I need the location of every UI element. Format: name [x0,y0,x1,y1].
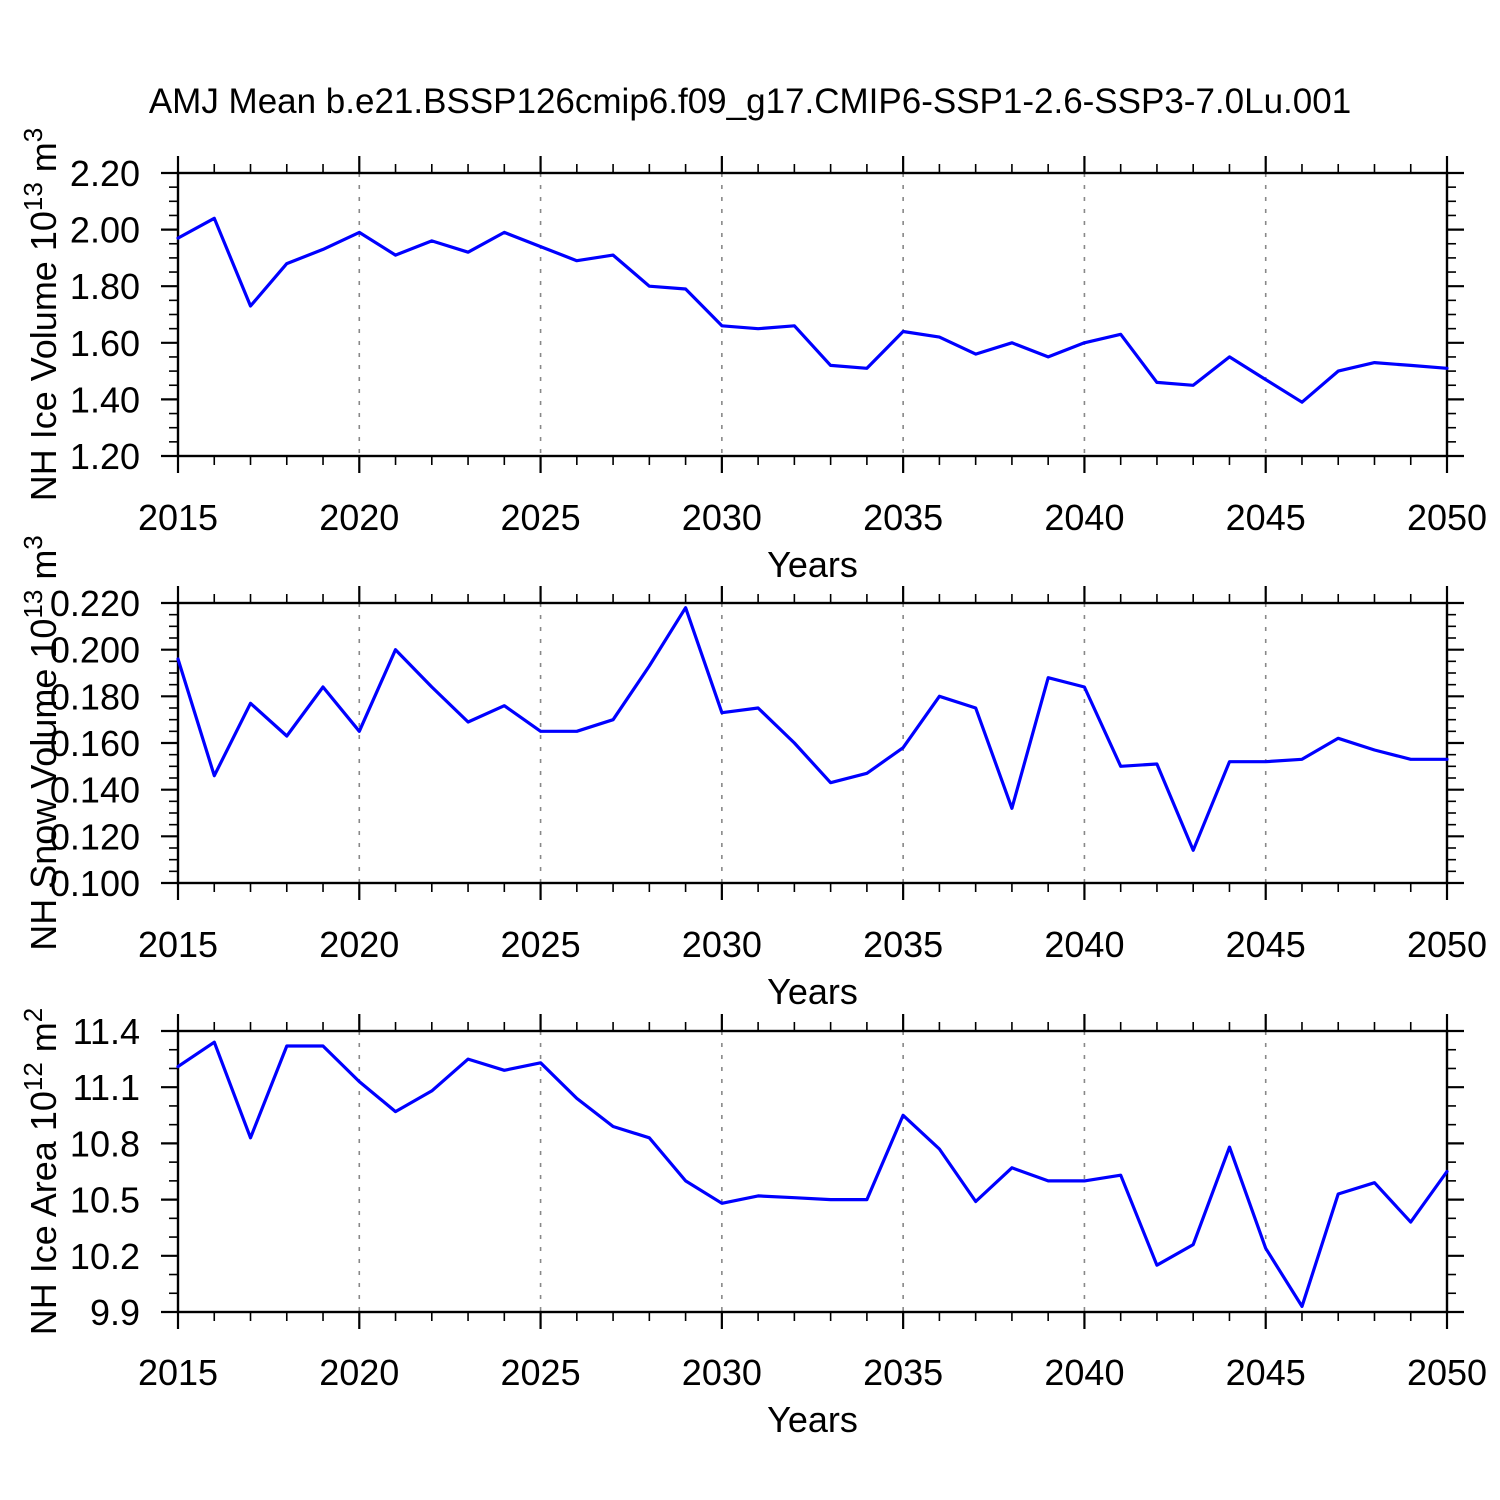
panel-nh-snow-volume: 2015 2020 2025 2030 2035 2040 2045 2050 0.100 0.1… [18,535,1487,1012]
axis-frame [176,1029,1449,1314]
x-tick-label: 2045 [1226,1352,1306,1393]
y-tick-label: 0.180 [50,676,140,717]
axis-frame [176,171,1449,458]
y-axis-title: NH Snow Volume 1013 m3 [18,535,64,951]
panel-nh-ice-area: 2015 2020 2025 2030 2035 2040 2045 2050 9.9 10.2 1… [18,1008,1487,1440]
data-line-nh-ice-area [176,1040,1449,1309]
y-axis-title: NH Ice Volume 1013 m3 [18,128,64,502]
axis-frame [176,601,1449,885]
data-line-nh-snow-volume [176,606,1449,852]
y-tick-label: 0.120 [50,816,140,857]
y-tick-label: 9.9 [90,1292,140,1333]
x-tick-label: 2020 [319,497,399,538]
x-tick-label: 2045 [1226,924,1306,965]
x-tick-label: 2020 [319,924,399,965]
data-line-nh-ice-volume [176,216,1449,404]
y-axis-title: NH Ice Area 1012 m2 [18,1008,64,1336]
y-tick-label: 0.160 [50,723,140,764]
y-tick-label: 1.60 [70,323,140,364]
y-tick-label: 0.100 [50,863,140,904]
x-axis-title: Years [767,1399,858,1440]
x-tick-label: 2015 [138,497,218,538]
x-tick-label: 2040 [1044,924,1124,965]
y-tick-label: 1.80 [70,266,140,307]
y-tick-label: 10.8 [70,1123,140,1164]
y-tick-label: 1.40 [70,379,140,420]
y-tick-label: 1.20 [70,436,140,477]
panel-nh-ice-volume: 2015 2020 2025 2030 2035 2040 2045 2050 1.20 1.40… [18,128,1487,585]
x-tick-label: 2050 [1407,1352,1487,1393]
y-tick-label: 10.2 [70,1236,140,1277]
y-tick-label: 0.220 [50,583,140,624]
x-tick-label: 2035 [863,1352,943,1393]
x-tick-label: 2030 [682,924,762,965]
x-tick-label: 2025 [501,497,581,538]
y-tick-label: 11.4 [73,1011,140,1052]
x-tick-label: 2030 [682,1352,762,1393]
x-tick-label: 2035 [863,497,943,538]
x-tick-label: 2025 [501,924,581,965]
y-tick-label: 2.20 [70,153,140,194]
y-tick-label: 0.140 [50,770,140,811]
x-axis-title: Years [767,544,858,585]
x-tick-label: 2025 [501,1352,581,1393]
x-tick-label: 2045 [1226,497,1306,538]
x-tick-label: 2050 [1407,497,1487,538]
y-tick-label: 10.5 [70,1180,140,1221]
y-tick-label: 2.00 [70,210,140,251]
y-tick-label: 11.1 [73,1067,140,1108]
x-axis-title: Years [767,971,858,1012]
x-tick-label: 2015 [138,1352,218,1393]
x-tick-label: 2015 [138,924,218,965]
x-tick-label: 2035 [863,924,943,965]
x-tick-label: 2040 [1044,497,1124,538]
x-tick-label: 2020 [319,1352,399,1393]
x-tick-label: 2030 [682,497,762,538]
x-tick-label: 2040 [1044,1352,1124,1393]
figure-title: AMJ Mean b.e21.BSSP126cmip6.f09_g17.CMIP… [148,82,1352,121]
y-tick-label: 0.200 [50,630,140,671]
x-tick-label: 2050 [1407,924,1487,965]
